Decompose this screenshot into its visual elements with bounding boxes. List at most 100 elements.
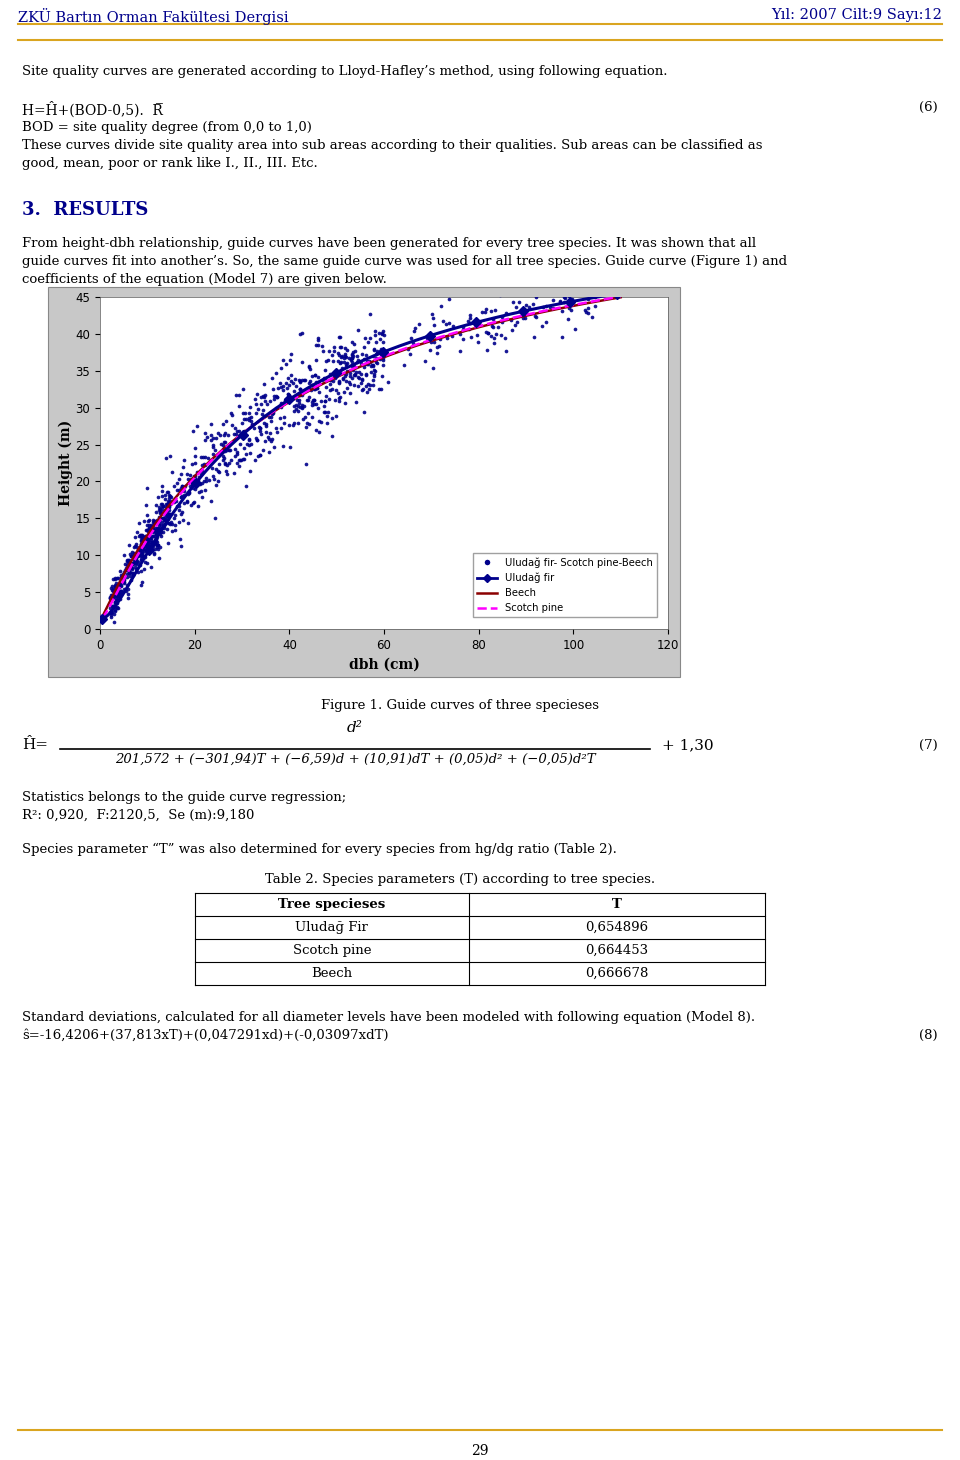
Text: BOD = site quality degree (from 0,0 to 1,0): BOD = site quality degree (from 0,0 to 1… [22, 121, 312, 134]
Point [211, 453, 227, 476]
Point [363, 350, 378, 374]
Point [304, 393, 320, 416]
Point [204, 423, 219, 447]
Text: Ĥ=: Ĥ= [22, 737, 48, 752]
Point [149, 515, 164, 539]
Point [244, 432, 259, 456]
Text: 0,654896: 0,654896 [586, 921, 648, 934]
Point [120, 553, 135, 577]
Point [356, 356, 372, 380]
Point [145, 508, 160, 531]
Point [301, 412, 317, 435]
Point [304, 374, 320, 397]
Point [366, 353, 381, 377]
Point [515, 307, 530, 330]
Point [330, 381, 346, 404]
Point [281, 413, 297, 437]
Point [418, 349, 433, 372]
Point [133, 526, 149, 549]
Point [168, 504, 183, 527]
Point [250, 428, 265, 451]
Point [294, 369, 309, 393]
Point [228, 422, 243, 445]
Point [344, 331, 359, 355]
Point [430, 336, 445, 359]
Point [130, 545, 145, 568]
Point [103, 587, 118, 610]
Point [152, 517, 167, 540]
Point [477, 301, 492, 324]
Text: H=Ĥ+(BOD-0,5).  R̅: H=Ĥ+(BOD-0,5). R̅ [22, 101, 163, 117]
Point [471, 311, 487, 334]
Point [125, 564, 140, 587]
Point [162, 485, 178, 508]
Point [194, 472, 209, 495]
Text: R²: 0,920,  F:2120,5,  Se (m):9,180: R²: 0,920, F:2120,5, Se (m):9,180 [22, 809, 254, 822]
Text: guide curves fit into another’s. So, the same guide curve was used for all tree : guide curves fit into another’s. So, the… [22, 255, 787, 269]
Point [210, 460, 226, 483]
Point [159, 492, 175, 515]
Point [380, 371, 396, 394]
Point [332, 326, 348, 349]
Point [126, 542, 141, 565]
Point [196, 445, 211, 469]
Point [108, 568, 123, 591]
Point [160, 505, 176, 529]
Point [337, 391, 352, 415]
Point [152, 501, 167, 524]
Point [132, 523, 148, 546]
Point [373, 337, 389, 361]
Point [134, 545, 150, 568]
Point [277, 388, 293, 412]
Point [361, 330, 376, 353]
Point [119, 562, 134, 585]
Point [122, 555, 137, 578]
Point [256, 410, 272, 434]
Text: Site quality curves are generated according to Lloyd-Hafley’s method, using foll: Site quality curves are generated accord… [22, 66, 667, 77]
Point [235, 378, 251, 402]
Point [552, 291, 567, 314]
Point [194, 485, 209, 508]
Point [486, 315, 501, 339]
Point [424, 302, 440, 326]
Point [369, 330, 384, 353]
Point [152, 498, 167, 521]
Point [300, 355, 316, 378]
Point [503, 308, 518, 331]
Point [141, 529, 156, 552]
Point [172, 479, 187, 502]
Point [158, 510, 174, 533]
Point [372, 321, 387, 345]
Point [483, 324, 498, 347]
Point [406, 320, 421, 343]
Point [336, 346, 351, 369]
X-axis label: dbh (cm): dbh (cm) [348, 657, 420, 672]
Point [295, 407, 310, 431]
Point [307, 364, 323, 387]
Point [270, 420, 285, 444]
Point [262, 390, 277, 413]
Text: T: T [612, 898, 622, 911]
Point [238, 407, 253, 431]
Point [301, 385, 317, 409]
Point [324, 343, 339, 366]
Point [139, 531, 155, 555]
Point [558, 286, 573, 310]
Point [108, 596, 123, 619]
Point [164, 460, 180, 483]
Legend: Uludağ fir- Scotch pine-Beech, Uludağ fir, Beech, Scotch pine: Uludağ fir- Scotch pine-Beech, Uludağ fi… [473, 553, 658, 618]
Point [304, 365, 320, 388]
Point [277, 371, 293, 394]
Point [236, 419, 252, 442]
Point [562, 266, 577, 289]
Point [255, 384, 271, 407]
Point [160, 489, 176, 512]
Point [204, 428, 219, 451]
Point [218, 451, 233, 474]
Point [169, 472, 184, 495]
Point [301, 355, 317, 378]
Point [278, 388, 294, 412]
Point [297, 394, 312, 418]
Point [183, 467, 199, 491]
Point [182, 463, 198, 486]
